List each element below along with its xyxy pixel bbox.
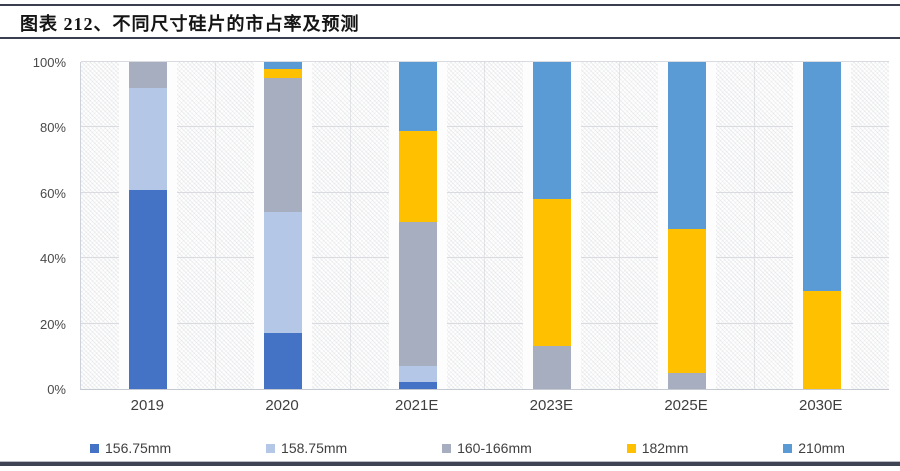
y-tick-label: 60% <box>39 185 66 201</box>
legend: 156.75mm 158.75mm 160-166mm 182mm 210mm <box>0 440 900 456</box>
bar-segment <box>668 372 707 389</box>
y-tick-label: 20% <box>39 316 66 332</box>
bar-column <box>81 62 215 389</box>
bar-segment <box>398 62 437 131</box>
bar-column <box>214 62 350 389</box>
legend-label: 210mm <box>798 440 845 456</box>
legend-label: 158.75mm <box>281 440 348 456</box>
y-tick-label: 80% <box>39 120 66 136</box>
bottom-rule <box>0 461 900 466</box>
bar-segment <box>263 78 302 213</box>
legend-marker <box>90 443 99 453</box>
legend-marker <box>626 443 636 453</box>
title-underline-rule <box>0 37 900 39</box>
bar-segment <box>803 62 842 291</box>
bar-column <box>484 62 619 389</box>
legend-item: 158.75mm <box>266 440 347 456</box>
stacked-bar <box>533 62 572 389</box>
bar-segment <box>398 366 437 383</box>
x-tick-label: 2020 <box>265 397 299 414</box>
bar-segment <box>533 199 572 347</box>
bar-segment <box>263 333 302 389</box>
x-tick-label: 2025E <box>664 397 708 414</box>
x-tick-label: 2023E <box>529 397 574 414</box>
bar-segment <box>128 62 167 89</box>
stacked-bar <box>803 62 842 389</box>
x-axis: 2019 2020 2021E 2023E 2025E 2030E <box>80 397 888 414</box>
stacked-bar <box>128 62 167 389</box>
bar-segment <box>263 68 302 79</box>
legend-item: 182mm <box>626 440 689 456</box>
bar-segment <box>398 222 437 367</box>
gridline <box>81 322 889 324</box>
y-axis: 0% 20% 40% 60% 80% 100% <box>0 55 74 397</box>
bar-column <box>349 62 485 389</box>
gridline <box>81 61 889 62</box>
legend-label: 156.75mm <box>105 440 172 456</box>
legend-marker <box>783 443 793 453</box>
bar-segment <box>803 290 842 389</box>
bar-segment <box>263 62 302 69</box>
stacked-bar <box>263 62 302 389</box>
bar-segment <box>128 189 167 389</box>
y-tick-label: 40% <box>39 251 66 267</box>
gridline <box>81 191 889 193</box>
x-tick-label: 2021E <box>394 397 439 414</box>
bar-segment <box>668 62 707 229</box>
y-tick-label: 0% <box>47 382 66 397</box>
x-tick-label: 2019 <box>130 397 165 414</box>
x-tick-label: 2030E <box>799 397 843 414</box>
y-tick-label: 100% <box>32 55 66 70</box>
page-title: 图表 212、不同尺寸硅片的市占率及预测 <box>20 14 360 34</box>
stacked-bar <box>398 62 437 389</box>
legend-item: 210mm <box>783 440 845 456</box>
legend-item: 160-166mm <box>442 440 532 456</box>
bar-column <box>619 62 754 389</box>
plot-area <box>80 61 889 390</box>
bar-column <box>754 62 889 389</box>
bar-segment <box>533 346 572 389</box>
bar-segment <box>398 130 437 223</box>
legend-label: 182mm <box>641 440 689 456</box>
legend-label: 160-166mm <box>457 440 532 456</box>
gridline <box>81 257 889 259</box>
legend-item: 156.75mm <box>90 440 171 456</box>
bar-segment <box>263 212 302 334</box>
bar-segment <box>668 228 707 373</box>
bar-segment <box>398 382 437 389</box>
bar-segment <box>128 88 167 190</box>
stacked-bar <box>668 62 707 389</box>
top-rule <box>0 4 900 6</box>
legend-marker <box>442 443 452 453</box>
legend-marker <box>266 443 276 453</box>
gridline <box>81 126 889 128</box>
bar-segment <box>533 62 572 200</box>
